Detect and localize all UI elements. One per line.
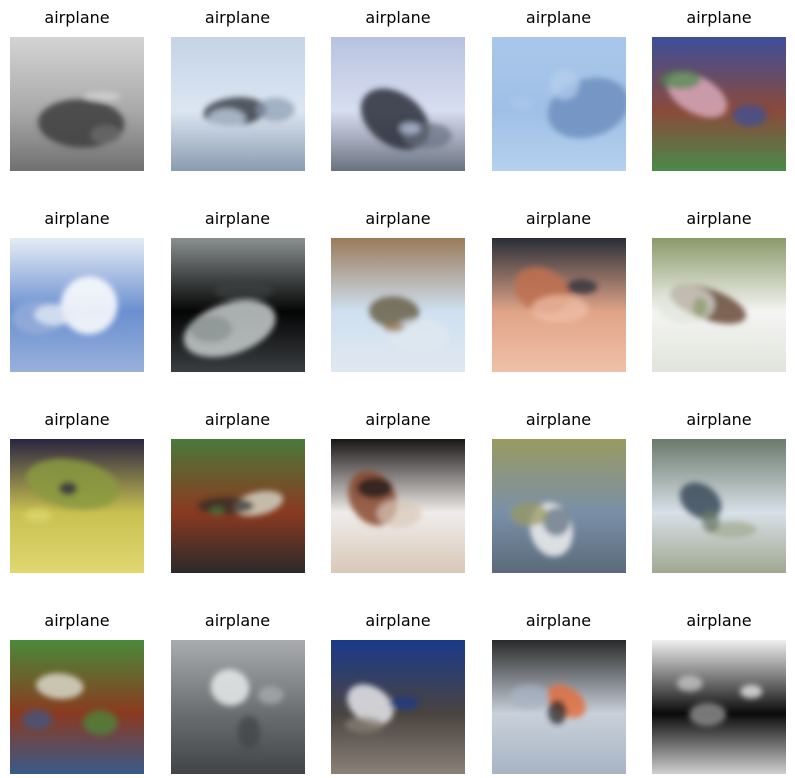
- image-picture: [491, 238, 626, 372]
- image-thumbnail: [331, 640, 465, 774]
- image-thumbnail: [170, 37, 305, 171]
- image-thumbnail: [10, 640, 144, 774]
- image-label: airplane: [365, 8, 431, 27]
- image-thumbnail: [170, 238, 305, 372]
- image-tile: airplane: [10, 409, 144, 573]
- image-label: airplane: [204, 209, 271, 228]
- image-tile: airplane: [331, 7, 465, 171]
- image-label: airplane: [44, 611, 110, 630]
- image-label: airplane: [686, 209, 752, 228]
- image-label: airplane: [686, 8, 752, 27]
- image-thumbnail: [10, 238, 144, 372]
- image-thumbnail: [170, 439, 305, 573]
- image-thumbnail: [10, 439, 144, 573]
- image-tile: airplane: [491, 409, 626, 573]
- image-tile: airplane: [170, 208, 305, 372]
- image-picture: [331, 37, 465, 171]
- image-tile: airplane: [331, 208, 465, 372]
- image-tile: airplane: [331, 409, 465, 573]
- image-tile: airplane: [652, 208, 786, 372]
- image-picture: [331, 238, 465, 372]
- image-label: airplane: [44, 410, 110, 429]
- image-label: airplane: [365, 209, 431, 228]
- image-picture: [652, 439, 786, 573]
- image-thumbnail: [331, 439, 465, 573]
- image-picture: [491, 439, 626, 573]
- image-tile: airplane: [170, 409, 305, 573]
- image-thumbnail: [170, 640, 305, 774]
- image-thumbnail: [652, 640, 786, 774]
- image-thumbnail: [491, 439, 626, 573]
- image-label: airplane: [525, 410, 592, 429]
- image-tile: airplane: [331, 610, 465, 774]
- image-picture: [491, 37, 626, 171]
- image-picture: [170, 37, 305, 171]
- image-picture: [170, 439, 305, 573]
- image-picture: [652, 37, 786, 171]
- image-tile: airplane: [491, 208, 626, 372]
- image-label: airplane: [44, 209, 110, 228]
- image-tile: airplane: [491, 7, 626, 171]
- image-label: airplane: [525, 209, 592, 228]
- image-tile: airplane: [652, 409, 786, 573]
- image-tile: airplane: [10, 208, 144, 372]
- image-label: airplane: [525, 8, 592, 27]
- image-picture: [170, 238, 305, 372]
- image-picture: [10, 37, 144, 171]
- image-label: airplane: [204, 611, 271, 630]
- image-picture: [652, 640, 786, 774]
- image-label: airplane: [204, 8, 271, 27]
- image-tile: airplane: [652, 610, 786, 774]
- image-tile: airplane: [10, 610, 144, 774]
- image-picture: [10, 640, 144, 774]
- image-label: airplane: [365, 410, 431, 429]
- image-label: airplane: [686, 410, 752, 429]
- image-thumbnail: [491, 238, 626, 372]
- image-picture: [10, 238, 144, 372]
- image-thumbnail: [491, 640, 626, 774]
- image-label: airplane: [44, 8, 110, 27]
- image-picture: [331, 640, 465, 774]
- image-picture: [491, 640, 626, 774]
- image-picture: [652, 238, 786, 372]
- image-thumbnail: [652, 439, 786, 573]
- image-picture: [331, 439, 465, 573]
- image-tile: airplane: [170, 7, 305, 171]
- image-tile: airplane: [652, 7, 786, 171]
- image-label: airplane: [204, 410, 271, 429]
- image-thumbnail: [331, 238, 465, 372]
- image-picture: [10, 439, 144, 573]
- image-tile: airplane: [491, 610, 626, 774]
- image-tile: airplane: [10, 7, 144, 171]
- image-thumbnail: [491, 37, 626, 171]
- image-label: airplane: [525, 611, 592, 630]
- image-thumbnail: [331, 37, 465, 171]
- image-thumbnail: [10, 37, 144, 171]
- image-picture: [170, 640, 305, 774]
- image-label: airplane: [686, 611, 752, 630]
- image-thumbnail: [652, 37, 786, 171]
- image-label: airplane: [365, 611, 431, 630]
- image-tile: airplane: [170, 610, 305, 774]
- image-thumbnail: [652, 238, 786, 372]
